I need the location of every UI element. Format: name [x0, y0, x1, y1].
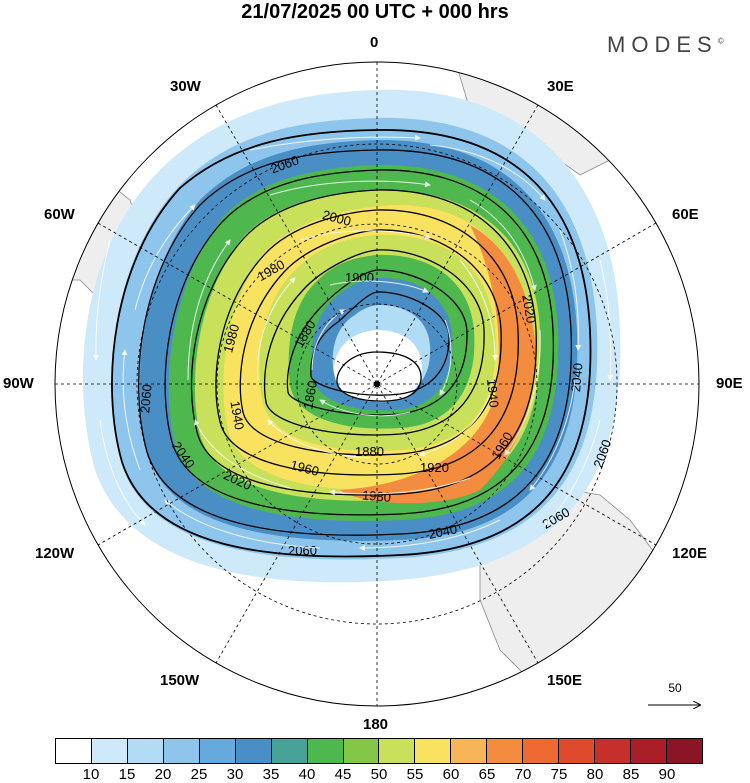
brand-logo: MODES©	[607, 32, 724, 58]
longitude-label-90e: 90E	[716, 375, 743, 392]
colorbar-tick-label: 60	[442, 766, 460, 783]
colorbar-tick-label: 85	[622, 766, 640, 783]
contour-1860	[336, 351, 422, 402]
colorbar-swatch	[595, 739, 631, 763]
brand-name: MODES	[607, 32, 718, 57]
contour-label: 2060	[288, 543, 317, 558]
contour-label: 1880	[355, 444, 384, 459]
colorbar-tick-label: 15	[118, 766, 136, 783]
longitude-label-180: 180	[363, 716, 389, 733]
height-contours	[111, 129, 592, 558]
longitude-label-120e: 120E	[672, 545, 708, 562]
copyright-mark: ©	[717, 36, 724, 46]
colorbar-tick-label: 20	[154, 766, 172, 783]
colorbar-swatch	[559, 739, 596, 763]
contour-label: 1940	[484, 378, 501, 408]
colorbar-swatch	[56, 739, 92, 763]
colorbar-swatch	[379, 739, 416, 763]
colorbar-swatch	[127, 739, 164, 763]
longitude-label-120w: 120W	[35, 545, 75, 562]
colorbar-swatch	[271, 739, 308, 763]
contour-label: 2000	[321, 207, 353, 229]
colorbar-swatch	[199, 739, 236, 763]
map-body: 2060 2060 2060 2060 2060 2040 2040 2040 …	[55, 62, 699, 691]
colorbar-tick-label: 90	[658, 766, 676, 783]
colorbar-tick-label: 10	[82, 766, 100, 783]
contour-label: 2060	[137, 384, 154, 414]
polar-map: 2060 2060 2060 2060 2060 2040 2040 2040 …	[54, 61, 750, 735]
wind-speed-bands	[82, 89, 621, 583]
colorbar-swatch	[307, 739, 344, 763]
colorbar-swatch	[631, 739, 667, 763]
colorbar-tick-label: 25	[190, 766, 208, 783]
colorbar-swatch	[451, 739, 488, 763]
contour-label: 1940	[227, 400, 247, 431]
colorbar-tick-label: 65	[478, 766, 496, 783]
reference-vector-label: 50	[668, 681, 682, 695]
colorbar-tick-label: 30	[226, 766, 244, 783]
colorbar-swatch	[523, 739, 560, 763]
contour-label: 1900	[345, 270, 374, 285]
colorbar-swatch	[163, 739, 200, 763]
colorbar-swatch	[235, 739, 272, 763]
colorbar-tick-label: 70	[514, 766, 532, 783]
colorbar-tick-label: 55	[406, 766, 424, 783]
colorbar-tick-label: 80	[586, 766, 604, 783]
map-title: 21/07/2025 00 UTC + 000 hrs	[241, 1, 509, 23]
longitude-label-0: 0	[370, 34, 379, 51]
contour-label: 2020	[519, 293, 539, 324]
colorbar-tick-label: 40	[298, 766, 316, 783]
colorbar-tick-label: 45	[334, 766, 352, 783]
contour-label: 1960	[289, 457, 321, 479]
wind-streamlines	[92, 134, 614, 551]
longitude-label-150e: 150E	[547, 672, 583, 689]
colorbar-swatch	[666, 739, 702, 763]
graticule	[55, 62, 699, 706]
south-pole-marker	[374, 381, 380, 387]
colorbar-swatch	[487, 739, 524, 763]
longitude-label-60w: 60W	[44, 206, 75, 223]
longitude-label-150w: 150W	[160, 672, 200, 689]
contour-label: 1980	[361, 487, 391, 504]
contour-2060	[111, 129, 592, 558]
colorbar-tick-label: 50	[370, 766, 388, 783]
colorbar-tick-label: 75	[550, 766, 568, 783]
colorbar	[55, 738, 703, 764]
longitude-label-30w: 30W	[170, 78, 201, 95]
band-70	[340, 225, 536, 504]
colorbar-swatch	[91, 739, 128, 763]
colorbar-tick-label: 35	[262, 766, 280, 783]
longitude-label-30e: 30E	[547, 78, 574, 95]
colorbar-swatch	[343, 739, 380, 763]
map-border	[54, 61, 700, 707]
colorbar-swatch	[415, 739, 452, 763]
contour-label: 1920	[420, 460, 449, 475]
contour-label: 1860	[300, 379, 320, 410]
longitude-label-90w: 90W	[3, 375, 34, 392]
longitude-label-60e: 60E	[672, 206, 699, 223]
contour-label: 1980	[220, 322, 242, 354]
contour-label: 2040	[568, 362, 585, 392]
